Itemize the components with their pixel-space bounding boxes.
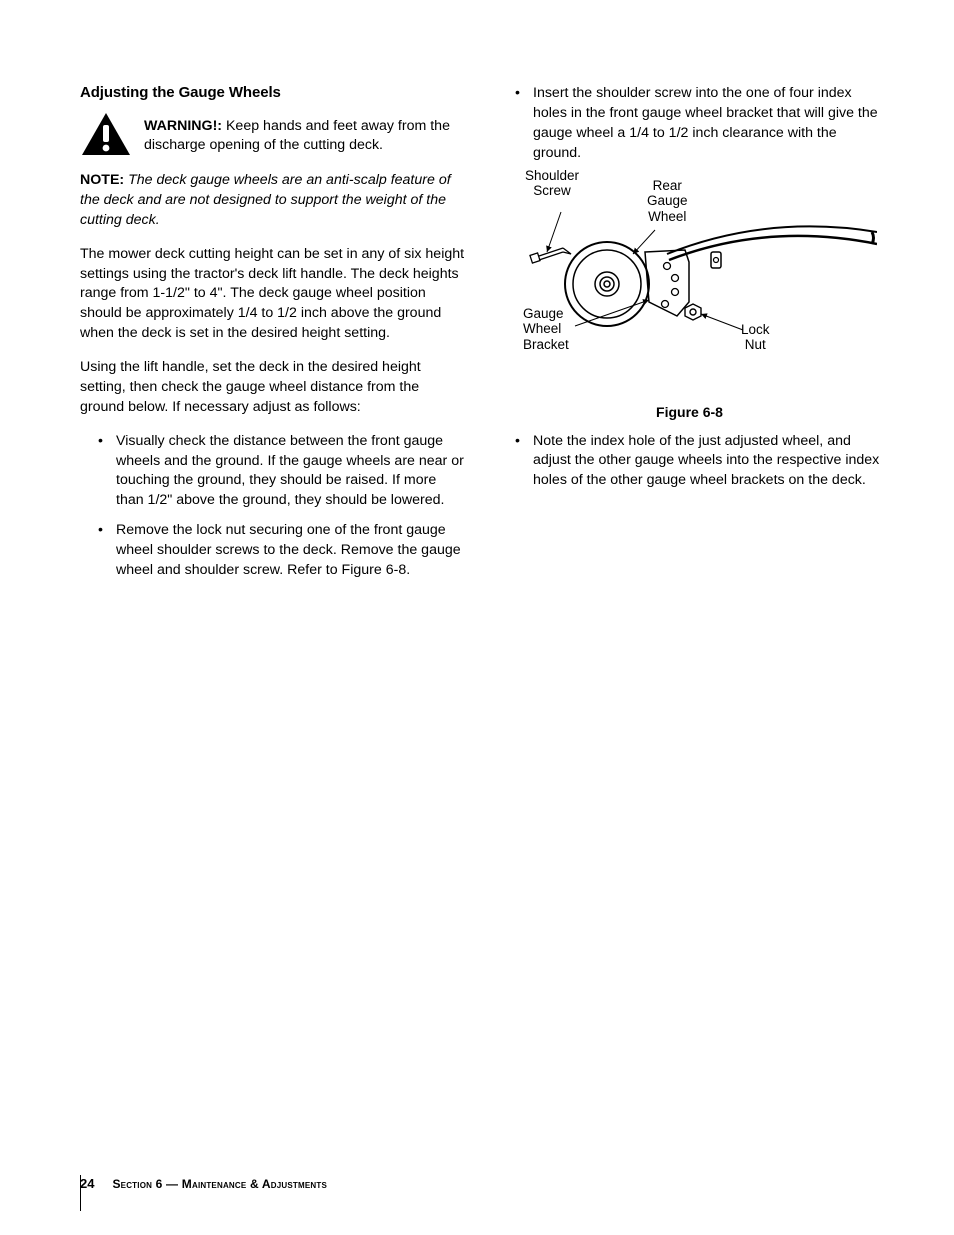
body-paragraph-2: Using the lift handle, set the deck in t… [80,358,465,418]
right-column: Insert the shoulder screw into the one o… [497,84,882,591]
footer-section-label: Section 6 — Maintenance & Adjustments [112,1177,327,1191]
figure-caption: Figure 6-8 [497,404,882,420]
right-bullet-list-top: Insert the shoulder screw into the one o… [497,84,882,164]
note-paragraph: NOTE: The deck gauge wheels are an anti-… [80,171,465,231]
left-bullet-list: Visually check the distance between the … [80,432,465,581]
warning-label: WARNING!: [144,118,222,134]
section-heading: Adjusting the Gauge Wheels [80,84,465,101]
list-item: Remove the lock nut securing one of the … [80,521,465,581]
callout-gauge-wheel-bracket: GaugeWheelBracket [523,306,569,353]
list-item: Insert the shoulder screw into the one o… [497,84,882,164]
footer-rule [80,1175,81,1211]
page-number: 24 [80,1176,94,1191]
list-item: Visually check the distance between the … [80,432,465,512]
left-column: Adjusting the Gauge Wheels WARNING!: Kee… [80,84,465,591]
right-bullet-list-bottom: Note the index hole of the just adjusted… [497,432,882,492]
gauge-wheel-diagram [517,174,877,374]
callout-lock-nut: LockNut [741,322,770,353]
callout-rear-gauge-wheel: RearGaugeWheel [647,178,688,225]
page-footer: 24 Section 6 — Maintenance & Adjustments [80,1176,327,1191]
callout-shoulder-screw: ShoulderScrew [525,168,579,199]
note-body: The deck gauge wheels are an anti-scalp … [80,172,451,228]
warning-block: WARNING!: Keep hands and feet away from … [80,111,465,157]
figure-6-8: ShoulderScrew RearGaugeWheel GaugeWheelB… [517,174,882,394]
body-paragraph-1: The mower deck cutting height can be set… [80,245,465,344]
warning-text: WARNING!: Keep hands and feet away from … [144,111,465,155]
note-label: NOTE: [80,172,124,188]
list-item: Note the index hole of the just adjusted… [497,432,882,492]
warning-triangle-icon [80,111,132,157]
